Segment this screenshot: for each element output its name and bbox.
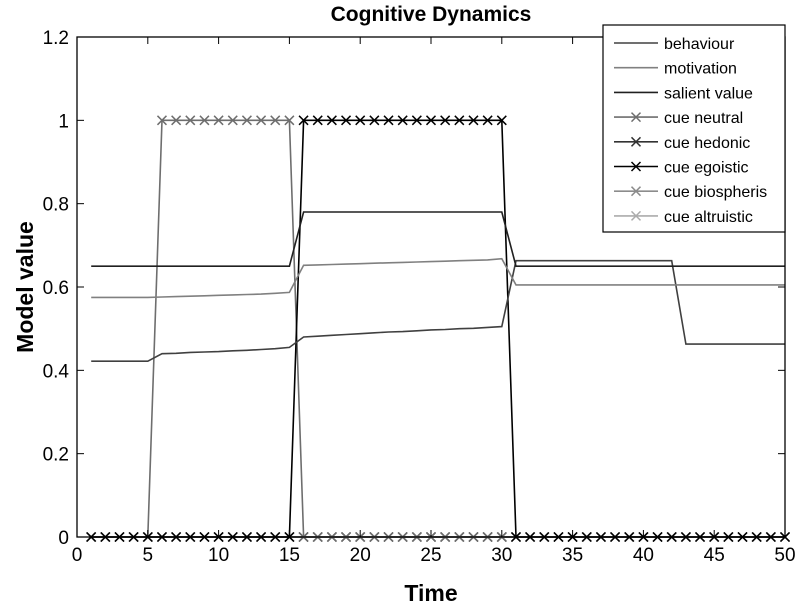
- x-marker: [355, 115, 366, 126]
- x-tick-label: 40: [633, 545, 654, 566]
- x-marker: [312, 115, 323, 126]
- legend-box: [602, 24, 786, 233]
- x-marker: [199, 115, 210, 126]
- x-tick-label: 0: [72, 545, 83, 566]
- x-marker: [454, 115, 465, 126]
- x-marker: [397, 115, 408, 126]
- x-marker: [468, 115, 479, 126]
- x-tick-label: 35: [562, 545, 583, 566]
- legend-entry: motivation: [664, 61, 737, 78]
- series-line: [91, 257, 785, 299]
- series-line: [91, 211, 785, 268]
- x-marker: [270, 115, 281, 126]
- x-axis-label: Time: [404, 580, 457, 606]
- x-tick-label: 5: [143, 545, 154, 566]
- x-marker: [298, 115, 309, 126]
- chart-title: Cognitive Dynamics: [331, 3, 532, 26]
- x-tick-label: 15: [279, 545, 300, 566]
- x-marker: [369, 115, 380, 126]
- x-marker: [185, 115, 196, 126]
- legend-entry: cue hedonic: [664, 135, 750, 152]
- x-marker: [411, 115, 422, 126]
- x-marker: [482, 115, 493, 126]
- y-tick-label: 0: [58, 528, 69, 549]
- legend-entry: behaviour: [664, 36, 735, 53]
- legend: behaviour motivation salient value cue neut…: [602, 24, 786, 233]
- x-marker: [425, 115, 437, 126]
- x-tick-label: 10: [208, 545, 229, 566]
- x-tick-label: 50: [774, 545, 795, 566]
- y-tick-label: 1: [58, 111, 69, 132]
- x-marker: [227, 115, 238, 126]
- y-tick-label: 0.2: [43, 445, 69, 466]
- x-marker: [496, 115, 507, 126]
- x-tick-label: 45: [704, 545, 725, 566]
- plot-area: 0 5 10 15 20 25 30 35 40 45 50 0 0.2 0.4 0.6 0.8 1 1.2: [43, 28, 796, 566]
- x-marker: [213, 115, 224, 126]
- x-marker: [156, 115, 167, 126]
- y-tick-label: 0.4: [43, 361, 70, 382]
- legend-entry: cue altruistic: [664, 209, 753, 226]
- x-marker: [171, 115, 182, 126]
- series-line: [91, 259, 785, 363]
- legend-entry: cue neutral: [664, 110, 743, 127]
- x-tick-label: 30: [491, 545, 512, 566]
- x-marker: [383, 115, 394, 126]
- x-marker: [326, 115, 337, 126]
- x-tick-label: 20: [350, 545, 371, 566]
- y-tick-label: 1.2: [43, 28, 69, 49]
- x-marker: [341, 115, 352, 126]
- legend-entry: salient value: [664, 85, 753, 102]
- y-tick-label: 0.8: [43, 195, 69, 216]
- y-axis-label: Model value: [12, 221, 38, 353]
- x-marker: [256, 115, 267, 126]
- x-marker: [440, 115, 451, 126]
- y-tick-label: 0.6: [43, 278, 69, 299]
- x-marker: [241, 115, 252, 126]
- legend-entry: cue egoistic: [664, 160, 749, 177]
- legend-entry: cue biospheris: [664, 184, 767, 201]
- x-marker: [284, 115, 295, 126]
- x-tick-label: 25: [420, 545, 441, 566]
